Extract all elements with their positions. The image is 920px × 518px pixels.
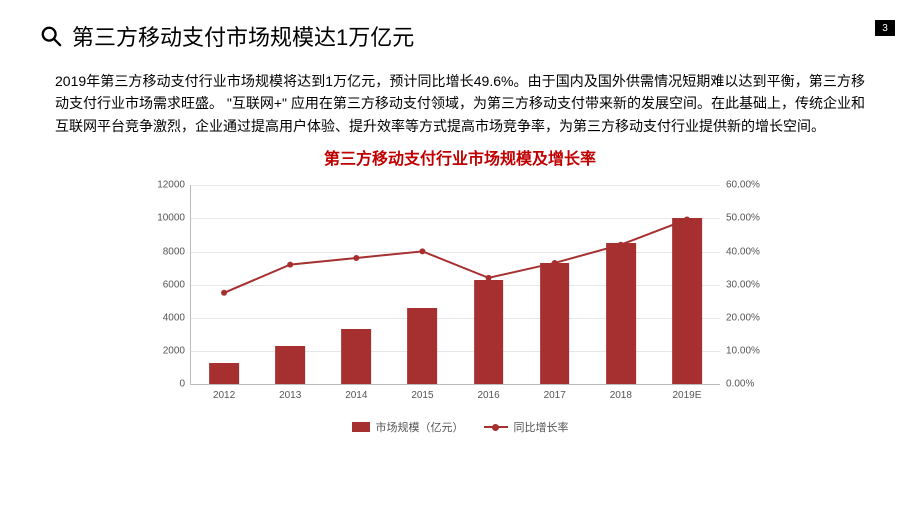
legend-line-label: 同比增长率: [514, 419, 569, 435]
y-right-tick: 50.00%: [720, 213, 780, 224]
y-left-tick: 6000: [141, 279, 191, 290]
chart-title: 第三方移动支付行业市场规模及增长率: [40, 145, 880, 169]
chart-legend: 市场规模（亿元） 同比增长率: [130, 419, 790, 435]
x-tick: 2018: [610, 384, 632, 401]
y-right-tick: 0.00%: [720, 379, 780, 390]
x-tick: 2015: [411, 384, 433, 401]
y-left-tick: 0: [141, 379, 191, 390]
y-left-tick: 4000: [141, 312, 191, 323]
y-left-tick: 8000: [141, 246, 191, 257]
x-tick: 2017: [544, 384, 566, 401]
y-right-tick: 40.00%: [720, 246, 780, 257]
body-paragraph: 2019年第三方移动支付行业市场规模将达到1万亿元，预计同比增长49.6%。由于…: [55, 70, 865, 137]
line-series: [191, 185, 720, 384]
x-tick: 2012: [213, 384, 235, 401]
x-tick: 2013: [279, 384, 301, 401]
y-left-tick: 10000: [141, 213, 191, 224]
y-left-tick: 2000: [141, 346, 191, 357]
chart-container: 0 0.00% 2000 10.00% 4000 20.00% 6000 30.00% 8000…: [130, 175, 790, 435]
page-title: 第三方移动支付市场规模达1万亿元: [72, 20, 414, 52]
x-tick: 2019E: [672, 384, 701, 401]
y-right-tick: 60.00%: [720, 180, 780, 191]
page-number-badge: 3: [875, 20, 895, 36]
y-right-tick: 10.00%: [720, 346, 780, 357]
y-right-tick: 20.00%: [720, 312, 780, 323]
y-right-tick: 30.00%: [720, 279, 780, 290]
x-tick: 2016: [477, 384, 499, 401]
x-tick: 2014: [345, 384, 367, 401]
legend-line-item: 同比增长率: [484, 419, 569, 435]
plot-area: 00.00%200010.00%400020.00%600030.00%8000…: [190, 185, 720, 385]
y-left-tick: 12000: [141, 180, 191, 191]
legend-bar-item: 市场规模（亿元）: [352, 419, 464, 435]
legend-line-swatch: [484, 422, 508, 432]
legend-bar-label: 市场规模（亿元）: [376, 419, 464, 435]
legend-bar-swatch: [352, 422, 370, 432]
magnifier-icon: [40, 25, 62, 47]
